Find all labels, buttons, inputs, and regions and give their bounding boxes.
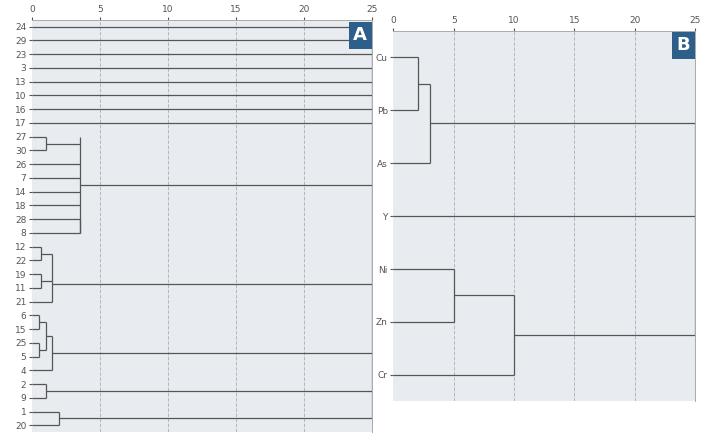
Text: B: B — [676, 37, 691, 54]
Text: A: A — [353, 26, 367, 44]
